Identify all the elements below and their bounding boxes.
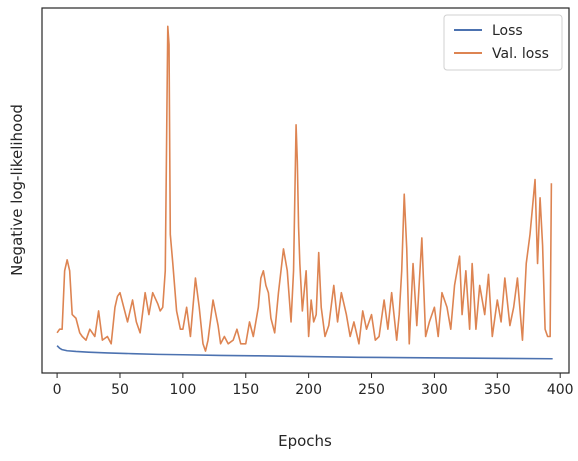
x-tick-label: 400 (547, 382, 574, 398)
axes-frame (41, 7, 570, 374)
x-tick-label: 100 (170, 382, 197, 398)
x-tick-label: 150 (232, 382, 259, 398)
x-tick-label: 300 (421, 382, 448, 398)
plot-area (56, 25, 553, 360)
legend-label-loss: Loss (492, 23, 523, 39)
x-tick-label: 50 (111, 382, 129, 398)
x-tick-label: 250 (358, 382, 385, 398)
x-axis-ticks: 0 50 100 150 200 250 300 350 400 (53, 373, 574, 398)
x-tick-label: 350 (484, 382, 511, 398)
y-axis-label: Negative log-likelihood (8, 104, 26, 276)
legend-label-val-loss: Val. loss (492, 46, 549, 62)
x-axis-label: Epochs (278, 432, 332, 450)
x-tick-label: 0 (53, 382, 62, 398)
series-line-val-loss (56, 25, 553, 352)
series-line-loss (56, 345, 553, 360)
x-tick-label: 200 (295, 382, 322, 398)
legend-box (443, 14, 563, 71)
legend: Loss Val. loss (443, 14, 563, 71)
